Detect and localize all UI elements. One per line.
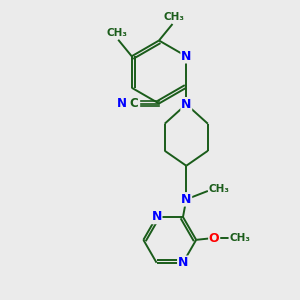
Text: C: C: [129, 97, 138, 110]
Text: CH₃: CH₃: [164, 12, 184, 22]
Text: CH₃: CH₃: [209, 184, 230, 194]
Text: N: N: [181, 50, 191, 63]
Text: N: N: [178, 256, 188, 269]
Text: N: N: [181, 98, 191, 111]
Text: N: N: [181, 193, 191, 206]
Text: CH₃: CH₃: [229, 233, 250, 243]
Text: CH₃: CH₃: [107, 28, 128, 38]
Text: N: N: [117, 97, 127, 110]
Text: O: O: [209, 232, 220, 245]
Text: N: N: [152, 211, 162, 224]
